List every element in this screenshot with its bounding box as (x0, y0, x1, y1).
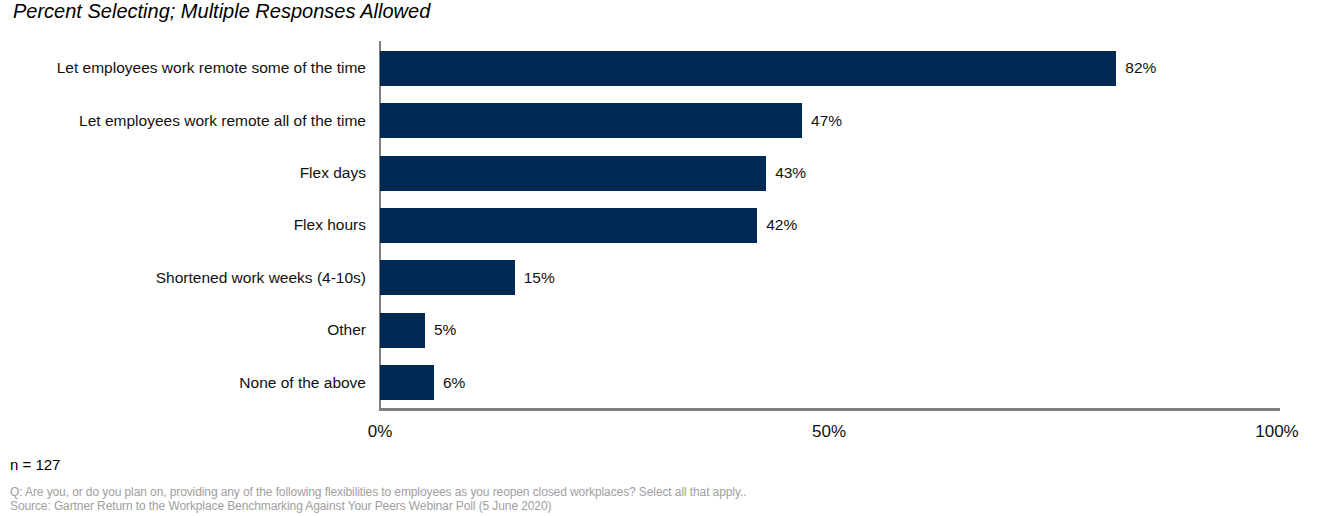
sample-size-label: n = 127 (10, 456, 60, 473)
bar-row: Flex hours 42% (0, 199, 1278, 251)
value-label: 82% (1125, 59, 1156, 77)
bar-row: Other 5% (0, 304, 1278, 356)
x-tick-100: 100% (1255, 422, 1298, 442)
question-footnote: Q: Are you, or do you plan on, providing… (10, 485, 746, 499)
x-tick-50: 50% (812, 422, 846, 442)
bar-row: None of the above 6% (0, 357, 1278, 409)
bar (380, 313, 425, 348)
category-label: Let employees work remote all of the tim… (0, 112, 380, 130)
bar-track: 82% (380, 42, 1278, 94)
value-label: 6% (443, 374, 465, 392)
value-label: 42% (766, 216, 797, 234)
value-label: 5% (434, 321, 456, 339)
category-label: None of the above (0, 374, 380, 392)
chart-title: Percent Selecting; Multiple Responses Al… (13, 0, 430, 23)
value-label: 43% (775, 164, 806, 182)
bar (380, 208, 757, 243)
category-label: Flex days (0, 164, 380, 182)
bar-chart: Percent Selecting; Multiple Responses Al… (0, 0, 1318, 516)
bar (380, 156, 766, 191)
source-footnote: Source: Gartner Return to the Workplace … (10, 499, 551, 513)
bar (380, 365, 434, 400)
bar-track: 43% (380, 147, 1278, 199)
bar-row: Let employees work remote some of the ti… (0, 42, 1278, 94)
bar (380, 260, 515, 295)
bar-row: Shortened work weeks (4-10s) 15% (0, 252, 1278, 304)
bar-track: 15% (380, 252, 1278, 304)
category-label: Flex hours (0, 216, 380, 234)
category-label: Other (0, 321, 380, 339)
category-label: Let employees work remote some of the ti… (0, 59, 380, 77)
bar-track: 5% (380, 304, 1278, 356)
bar (380, 51, 1116, 86)
bar-track: 47% (380, 94, 1278, 146)
bar-row: Flex days 43% (0, 147, 1278, 199)
value-label: 15% (524, 269, 555, 287)
x-tick-0: 0% (368, 422, 393, 442)
bar-track: 6% (380, 357, 1278, 409)
category-label: Shortened work weeks (4-10s) (0, 269, 380, 287)
bar-track: 42% (380, 199, 1278, 251)
value-label: 47% (811, 112, 842, 130)
bar (380, 103, 802, 138)
bar-rows: Let employees work remote some of the ti… (0, 42, 1278, 409)
bar-row: Let employees work remote all of the tim… (0, 94, 1278, 146)
